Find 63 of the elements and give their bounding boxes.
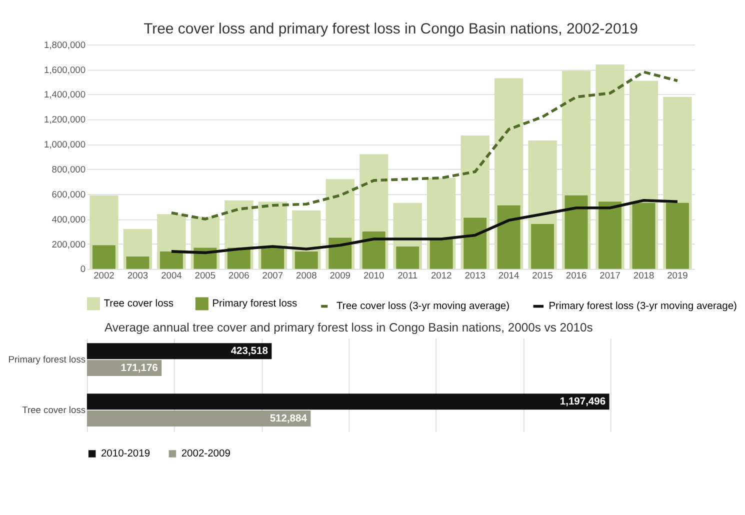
y-tick-label: 200,000 [52, 239, 86, 250]
y-tick-label: 1,200,000 [44, 114, 86, 125]
y-tick-label: Tree cover loss [22, 404, 86, 415]
x-tick-label: 2010 [363, 270, 384, 281]
x-tick-label: 2012 [430, 270, 452, 281]
y-tick-label: 800,000 [52, 164, 86, 174]
x-tick-label: 2008 [296, 270, 317, 281]
legend-label: 2002-2009 [181, 448, 231, 460]
x-tick-label: 2011 [398, 270, 418, 281]
y-tick-label: 1,600,000 [44, 64, 86, 75]
chart-title: Average annual tree cover and primary forest loss in Congo Basin nations, 2000s vs 2010s [104, 320, 593, 335]
bar [632, 202, 656, 269]
y-tick-label: 0 [80, 264, 86, 274]
y-tick-label: 600,000 [52, 189, 86, 200]
x-tick-label: 2017 [600, 270, 620, 281]
legend-label: Primary forest loss [212, 298, 298, 310]
bar [430, 239, 453, 269]
x-tick-label: 2007 [262, 270, 284, 281]
x-tick-label: 2002 [94, 270, 114, 281]
data-label: 171,176 [120, 362, 158, 374]
data-label: 512,884 [270, 413, 308, 424]
bar [261, 246, 284, 269]
y-tick-label: 1,800,000 [44, 40, 86, 50]
y-tick-label: Primary forest loss [8, 354, 86, 364]
y-tick-label: 400,000 [52, 214, 86, 224]
x-tick-label: 2004 [161, 270, 182, 281]
bar [666, 202, 689, 269]
bar [396, 246, 420, 269]
line-series [170, 198, 679, 254]
x-tick-label: 2015 [532, 270, 553, 281]
legend-label: 2010-2019 [100, 448, 150, 460]
x-tick-label: 2014 [498, 270, 520, 281]
data-label: 1,197,496 [560, 396, 606, 408]
x-tick-label: 2016 [566, 270, 587, 281]
bar [464, 218, 487, 269]
bar [362, 232, 386, 269]
x-tick-label: 2003 [127, 270, 148, 281]
x-tick-label: 2018 [633, 270, 654, 281]
x-tick-label: 2013 [464, 270, 486, 281]
bar [497, 205, 520, 269]
legend-label: Tree cover loss (3-yr moving average) [336, 301, 510, 312]
y-tick-label: 1,000,000 [44, 140, 86, 150]
x-tick-label: 2009 [330, 270, 351, 281]
bar [86, 394, 610, 410]
legend-label: Primary forest loss (3-yr moving average) [548, 301, 737, 312]
line-series [170, 70, 679, 220]
bar [294, 251, 318, 269]
x-tick-label: 2019 [667, 270, 688, 281]
bar [92, 245, 116, 269]
bar [126, 256, 150, 269]
bar [531, 224, 554, 269]
x-tick-label: 2005 [194, 270, 216, 281]
bar [328, 238, 352, 269]
bar [564, 195, 588, 269]
bar [598, 202, 622, 269]
legend-label: Tree cover loss [104, 298, 174, 310]
data-label: 423,518 [230, 346, 268, 357]
x-tick-label: 2006 [228, 270, 250, 281]
y-tick-label: 1,400,000 [44, 90, 86, 100]
bar [86, 343, 272, 360]
bar [86, 410, 311, 427]
bar [160, 251, 183, 269]
chart-title: Tree cover loss and primary forest loss in Congo Basin nations, 2002-2019 [144, 20, 638, 38]
